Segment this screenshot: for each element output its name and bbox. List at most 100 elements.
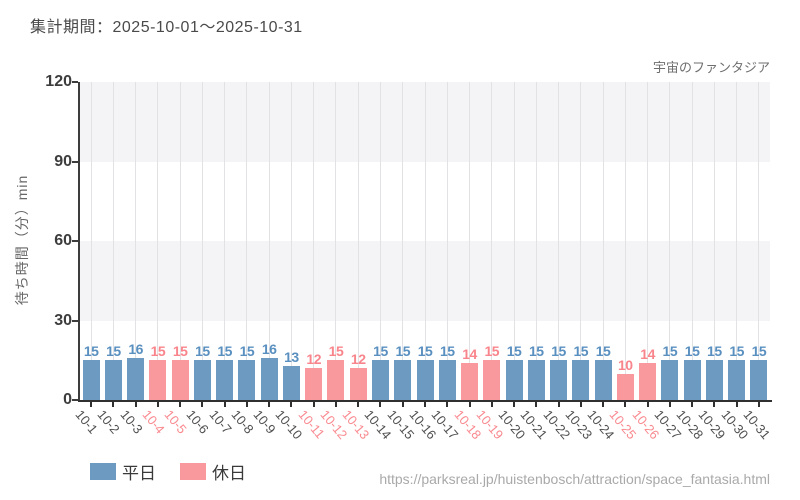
vertical-gridline — [758, 82, 760, 400]
bar-value-label: 16 — [128, 340, 143, 357]
bar-value-label: 15 — [373, 343, 388, 360]
bar-10-9-weekday — [260, 357, 278, 400]
bar-value-label: 15 — [595, 343, 611, 360]
x-tick-mark — [223, 402, 226, 407]
bar-10-12-holiday — [327, 360, 345, 400]
report-period-title: 集計期間：2025-10-01～2025-10-31 — [30, 19, 303, 36]
bar-10-13-holiday — [349, 368, 367, 400]
bar-10-17-weekday — [438, 360, 456, 400]
bar-10-11-holiday — [305, 368, 323, 400]
bar-value-label: 13 — [284, 348, 299, 365]
bar-value-label: 15 — [573, 343, 589, 360]
bar-10-7-weekday — [216, 360, 234, 400]
bar-10-14-weekday — [371, 360, 389, 400]
bar-value-label: 14 — [462, 345, 477, 362]
bar-value-label: 15 — [684, 343, 700, 360]
y-tick-mark — [72, 160, 78, 163]
x-tick-mark — [646, 402, 649, 407]
weekday-color-swatch — [90, 463, 116, 480]
vertical-gridline — [90, 82, 92, 400]
legend-item-weekday: 平日 — [90, 459, 156, 484]
bar-10-26-holiday — [639, 362, 657, 400]
x-tick-mark — [557, 402, 560, 407]
vertical-gridline — [691, 82, 693, 400]
bar-value-label: 15 — [528, 343, 544, 360]
y-tick-label-90: 90 — [54, 152, 72, 170]
bar-value-label: 15 — [417, 343, 433, 360]
x-tick-mark — [757, 402, 760, 407]
x-tick-mark — [513, 402, 516, 407]
legend-item-holiday: 休日 — [180, 459, 246, 484]
y-tick-mark — [72, 399, 78, 401]
vertical-gridline — [313, 82, 315, 400]
x-tick-label-10-7: 10-7 — [206, 407, 235, 437]
bar-value-label: 15 — [506, 343, 522, 360]
y-tick-mark — [72, 319, 78, 322]
bar-value-label: 16 — [261, 340, 277, 357]
bar-10-31-weekday — [750, 360, 768, 400]
bar-10-21-weekday — [527, 360, 545, 400]
bar-10-8-weekday — [238, 360, 256, 400]
vertical-gridline — [335, 82, 337, 400]
bar-10-10-weekday — [282, 365, 300, 400]
attraction-name-label: 宇宙のファンタジア — [652, 60, 770, 75]
plot-area: 15 15 16 15 15 15 15 15 16 13 12 15 12 15 15 15 15 14 15 15… — [80, 82, 770, 400]
bar-value-label: 15 — [551, 343, 566, 360]
vertical-gridline — [624, 82, 626, 400]
vertical-gridline — [669, 82, 671, 400]
bar-value-label: 15 — [328, 343, 344, 360]
y-axis-line — [78, 82, 80, 402]
bar-10-28-weekday — [683, 360, 701, 400]
x-tick-label-10-2: 10-2 — [94, 407, 124, 437]
bar-value-label: 12 — [350, 351, 366, 368]
x-tick-mark — [401, 402, 404, 407]
bar-value-label: 14 — [640, 345, 655, 362]
bar-value-label: 10 — [618, 356, 633, 373]
vertical-gridline — [446, 82, 448, 400]
bar-value-label: 15 — [195, 343, 210, 360]
x-tick-label-10-6: 10-6 — [183, 407, 213, 437]
x-tick-mark — [357, 402, 360, 407]
bar-10-2-weekday — [104, 360, 122, 400]
vertical-gridline — [201, 82, 203, 400]
bar-value-label: 15 — [395, 343, 411, 360]
y-tick-label-60: 60 — [54, 232, 72, 249]
x-tick-label-10-8: 10-8 — [228, 407, 257, 437]
vertical-gridline — [112, 82, 114, 400]
bar-10-19-holiday — [483, 360, 501, 400]
legend-label-holiday: 休日 — [212, 464, 246, 483]
vertical-gridline — [135, 82, 137, 400]
x-tick-mark — [312, 402, 315, 407]
x-tick-label-10-1: 10-1 — [72, 407, 101, 437]
bar-10-16-weekday — [416, 360, 434, 400]
bar-10-23-weekday — [572, 360, 590, 400]
x-tick-mark — [290, 402, 293, 407]
source-url-text: https://parksreal.jp/huistenbosch/attrac… — [379, 471, 770, 487]
bar-10-5-holiday — [171, 360, 189, 400]
vertical-gridline — [558, 82, 560, 400]
x-tick-mark — [134, 402, 137, 407]
x-tick-mark — [90, 402, 93, 407]
bar-10-22-weekday — [550, 360, 568, 400]
x-tick-mark — [179, 402, 182, 407]
vertical-gridline — [224, 82, 226, 400]
bar-10-29-weekday — [705, 360, 723, 400]
vertical-gridline — [713, 82, 715, 400]
y-tick-mark — [72, 81, 78, 83]
bar-10-18-holiday — [461, 362, 479, 400]
x-tick-mark — [735, 402, 738, 407]
bar-10-27-weekday — [661, 360, 679, 400]
holiday-color-swatch — [180, 463, 206, 480]
x-tick-mark — [579, 402, 582, 407]
y-tick-label-0: 0 — [63, 391, 72, 408]
x-tick-mark — [424, 402, 426, 407]
bar-value-label: 15 — [83, 343, 99, 360]
x-tick-mark — [490, 402, 493, 407]
bar-10-15-weekday — [394, 360, 412, 400]
bar-value-label: 15 — [439, 343, 455, 360]
bar-value-label: 15 — [239, 343, 255, 360]
vertical-gridline — [736, 82, 738, 400]
x-tick-mark — [446, 402, 449, 407]
bar-value-label: 15 — [150, 343, 166, 360]
